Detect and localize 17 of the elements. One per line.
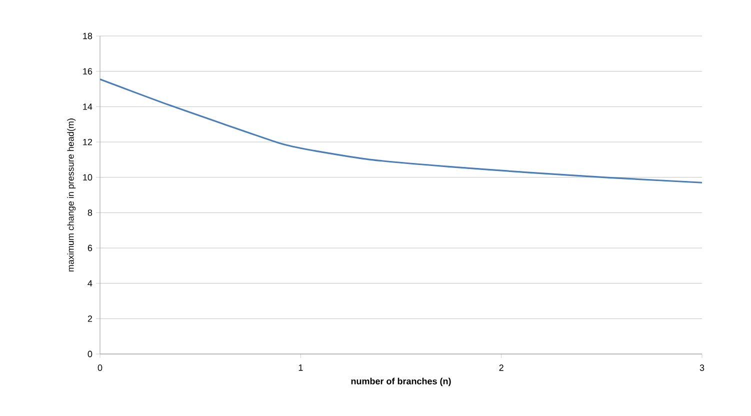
y-axis-title: maximum change in pressure head(m) — [67, 118, 76, 272]
y-tick-label: 4 — [88, 280, 92, 286]
y-tick-label: 10 — [83, 174, 92, 181]
y-tick-label: 16 — [83, 68, 92, 75]
x-tick-label: 3 — [700, 364, 704, 371]
x-tick-label: 2 — [499, 364, 504, 371]
y-tick-label: 14 — [83, 104, 92, 110]
y-tick-label: 2 — [88, 316, 92, 322]
x-axis-title: number of branches (n) — [351, 378, 451, 386]
x-tick-label: 0 — [98, 364, 102, 371]
y-tick-label: 6 — [88, 244, 92, 252]
y-tick-label: 18 — [83, 32, 92, 40]
x-tick-label: 1 — [298, 364, 303, 371]
y-tick-label: 0 — [88, 350, 92, 358]
y-tick-label: 12 — [83, 138, 92, 146]
line-series — [100, 78, 702, 184]
y-tick-label: 8 — [88, 209, 92, 216]
